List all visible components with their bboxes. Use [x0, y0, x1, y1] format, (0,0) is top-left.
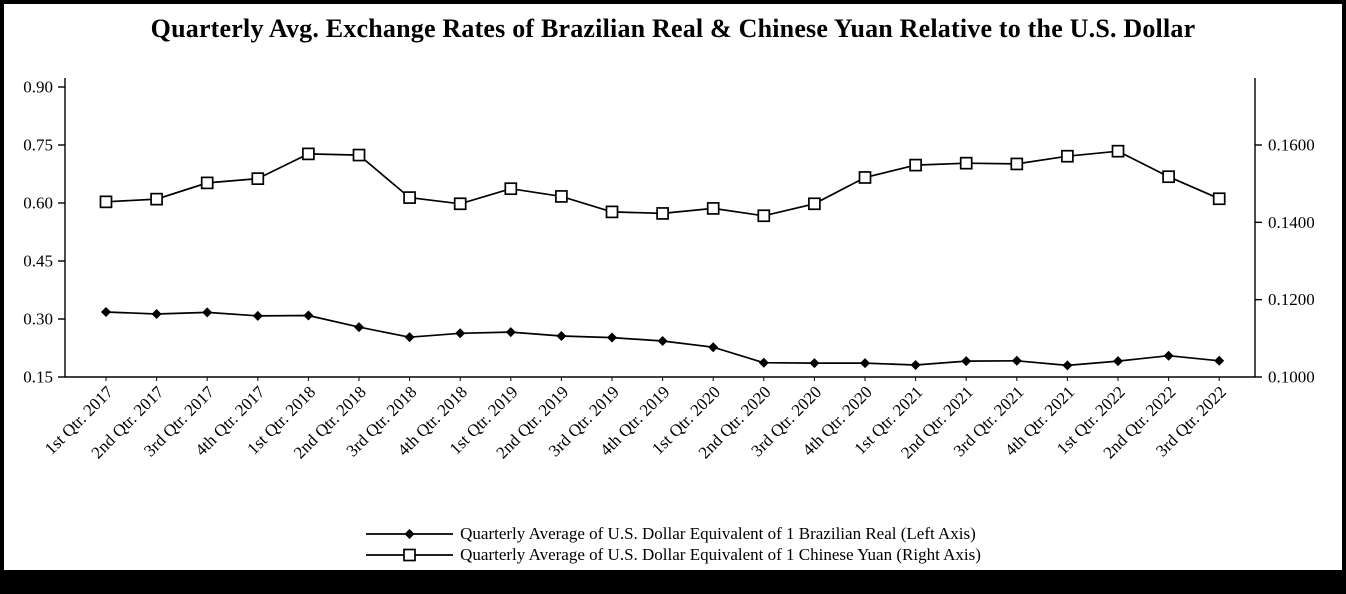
left-axis-tick-label: 0.15 — [23, 368, 53, 387]
data-point-square — [1010, 157, 1024, 171]
right-axis-tick-label: 0.1000 — [1268, 368, 1315, 387]
data-point-square — [1212, 192, 1226, 206]
data-point-diamond — [657, 336, 668, 347]
data-point-square — [453, 197, 467, 211]
data-point-diamond — [961, 356, 972, 367]
data-point-square — [504, 182, 518, 196]
data-point-square — [706, 202, 720, 215]
legend-label-brazilian-real: Quarterly Average of U.S. Dollar Equival… — [460, 524, 976, 543]
data-point-square — [150, 192, 163, 206]
data-point-diamond — [151, 308, 162, 319]
data-point-square — [352, 148, 366, 162]
data-point-diamond — [708, 342, 719, 353]
right-axis-tick-label: 0.1400 — [1268, 213, 1315, 232]
data-point-diamond — [455, 328, 466, 339]
data-point-square — [808, 197, 821, 211]
data-point-diamond — [101, 307, 111, 318]
legend-square-marker — [403, 548, 416, 562]
right-axis-tick-label: 0.1200 — [1268, 290, 1315, 309]
data-point-square — [757, 209, 771, 223]
data-point-square — [959, 156, 973, 170]
data-point-diamond — [809, 358, 820, 369]
data-point-diamond — [860, 358, 870, 369]
data-point-square — [1111, 144, 1125, 158]
data-point-diamond — [758, 357, 769, 368]
data-point-diamond — [505, 327, 516, 338]
data-point-diamond — [910, 360, 921, 371]
data-point-square — [656, 207, 669, 220]
left-axis-tick-label: 0.30 — [23, 310, 53, 329]
left-axis-tick-label: 0.90 — [23, 78, 53, 97]
left-axis-tick-label: 0.75 — [23, 136, 53, 155]
data-point-square — [200, 176, 214, 190]
data-point-diamond — [607, 332, 617, 343]
bottom-bar — [4, 570, 1342, 590]
legend-item-brazilian-real: Quarterly Average of U.S. Dollar Equival… — [365, 525, 976, 543]
legend-column: Quarterly Average of U.S. Dollar Equival… — [365, 525, 981, 564]
left-axis-tick-label: 0.45 — [23, 252, 53, 271]
chart-title: Quarterly Avg. Exchange Rates of Brazili… — [150, 14, 1196, 43]
legend-square-line-icon — [366, 548, 454, 562]
chart-legend: Quarterly Average of U.S. Dollar Equival… — [4, 525, 1342, 564]
data-point-diamond — [303, 310, 314, 321]
data-point-diamond — [1113, 356, 1123, 367]
right-axis-tick-label: 0.1600 — [1268, 136, 1315, 155]
data-point-square — [605, 205, 619, 219]
data-point-square — [302, 147, 315, 161]
data-point-diamond — [1062, 360, 1073, 371]
data-point-square — [251, 172, 265, 185]
legend-label-chinese-yuan: Quarterly Average of U.S. Dollar Equival… — [460, 545, 981, 564]
legend-diamond-line-icon — [366, 529, 454, 539]
data-point-diamond — [354, 322, 364, 333]
data-point-diamond — [1011, 355, 1022, 366]
legend-item-chinese-yuan: Quarterly Average of U.S. Dollar Equival… — [365, 546, 981, 564]
data-point-square — [1061, 149, 1074, 163]
data-point-diamond — [1163, 350, 1174, 361]
data-point-square — [555, 190, 568, 203]
data-point-diamond — [202, 307, 213, 318]
legend-diamond-marker — [404, 529, 415, 539]
data-point-square — [858, 171, 872, 184]
data-point-diamond — [404, 332, 415, 343]
data-point-square — [99, 195, 113, 209]
data-point-square — [1162, 170, 1175, 184]
left-axis-tick-label: 0.60 — [23, 194, 53, 213]
data-point-diamond — [556, 331, 567, 342]
series-line-1 — [105, 150, 1220, 217]
data-point-square — [909, 158, 922, 172]
data-point-diamond — [252, 310, 263, 321]
data-point-square — [403, 191, 416, 204]
data-point-diamond — [1214, 355, 1225, 366]
